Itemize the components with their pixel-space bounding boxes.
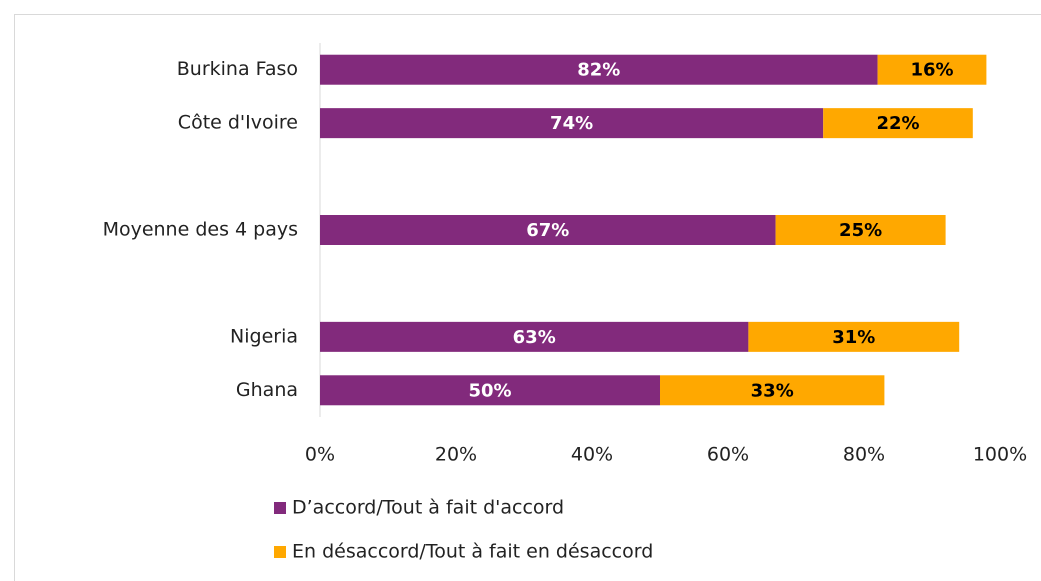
y-tick-label: Burkina Faso	[177, 58, 298, 80]
bar-segment	[823, 108, 973, 139]
value-label: 74%	[550, 113, 593, 134]
x-tick-label: 80%	[843, 444, 885, 466]
value-label: 33%	[751, 380, 794, 401]
x-tick-label: 0%	[305, 444, 335, 466]
chart-frame	[14, 14, 1041, 581]
bar-segment	[748, 321, 960, 352]
x-tick-label: 100%	[973, 444, 1027, 466]
value-label: 31%	[832, 327, 875, 348]
value-label: 82%	[577, 60, 620, 81]
value-label: 16%	[910, 60, 953, 81]
bar-segment	[320, 215, 776, 245]
y-tick-label: Moyenne des 4 pays	[103, 219, 298, 241]
bar-segment	[320, 108, 824, 139]
y-tick-label: Côte d'Ivoire	[178, 112, 298, 134]
bar-segment	[660, 375, 885, 406]
value-label: 67%	[526, 220, 569, 241]
y-tick-label: Ghana	[236, 379, 298, 401]
legend-swatch	[274, 502, 286, 514]
y-tick-label: Nigeria	[230, 325, 298, 347]
x-tick-label: 60%	[707, 444, 749, 466]
bar-segment	[775, 215, 946, 245]
x-tick-label: 40%	[571, 444, 613, 466]
value-label: 25%	[839, 220, 882, 241]
bar-segment	[320, 321, 749, 352]
value-label: 22%	[876, 113, 919, 134]
bar-segment	[877, 54, 987, 85]
legend-label: D’accord/Tout à fait d'accord	[292, 497, 564, 519]
legend-label: En désaccord/Tout à fait en désaccord	[292, 541, 653, 563]
bar-segment	[320, 375, 660, 406]
bar-segment	[320, 54, 878, 85]
value-label: 63%	[513, 327, 556, 348]
x-tick-label: 20%	[435, 444, 477, 466]
value-label: 50%	[468, 380, 511, 401]
legend-swatch	[274, 546, 286, 558]
